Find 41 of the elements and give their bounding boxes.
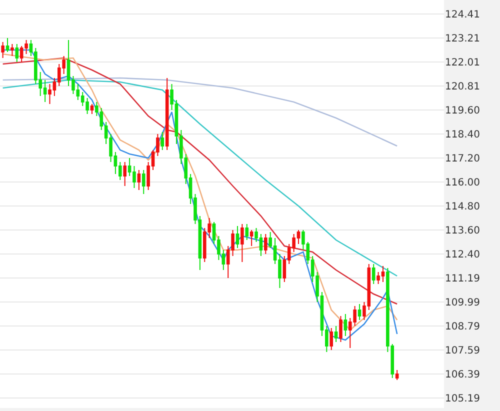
- candlestick: [236, 226, 240, 248]
- y-tick-label: 118.40: [445, 130, 480, 140]
- y-tick-label: 109.99: [445, 298, 480, 309]
- y-tick-label: 114.80: [445, 202, 480, 212]
- candlestick: [15, 44, 19, 62]
- candlestick: [334, 326, 338, 342]
- candlestick: [160, 132, 164, 150]
- y-tick-label: 107.59: [445, 346, 480, 357]
- y-tick-label: 111.19: [445, 274, 480, 285]
- candlestick: [250, 230, 254, 246]
- candlestick: [372, 264, 376, 284]
- line-series: [2, 77, 398, 147]
- candlestick: [123, 162, 126, 186]
- candlestick: [10, 44, 14, 56]
- y-tick-label: 123.21: [445, 33, 480, 44]
- candlestick: [245, 224, 249, 240]
- candlestick: [6, 38, 10, 52]
- candlestick: [240, 224, 244, 262]
- y-tick-label: 120.81: [445, 81, 480, 92]
- y-tick-label: 106.39: [445, 370, 480, 381]
- candlestick: [358, 304, 362, 320]
- candlestick: [395, 370, 399, 380]
- candlestick: [142, 170, 146, 194]
- y-tick-label: 113.60: [445, 226, 480, 236]
- line-series: [2, 79, 398, 277]
- y-tick-label: 112.40: [445, 250, 480, 260]
- candlestick: [330, 328, 334, 350]
- candlestick: [90, 104, 94, 114]
- candlestick: [339, 316, 342, 342]
- y-tick-label: 116.00: [445, 178, 480, 188]
- y-tick-label: 122.01: [445, 57, 480, 68]
- y-tick-label: 105.19: [445, 394, 480, 405]
- y-tick-label: 117.20: [445, 154, 480, 164]
- candlestick: [165, 78, 169, 150]
- candlestick: [137, 170, 141, 190]
- candlestick: [344, 314, 348, 336]
- candlestick: [1, 42, 4, 58]
- y-tick-label: 108.79: [445, 322, 480, 333]
- candlestick: [264, 234, 268, 254]
- y-tick-label: 119.60: [445, 106, 480, 116]
- y-tick-label: 124.41: [445, 9, 480, 20]
